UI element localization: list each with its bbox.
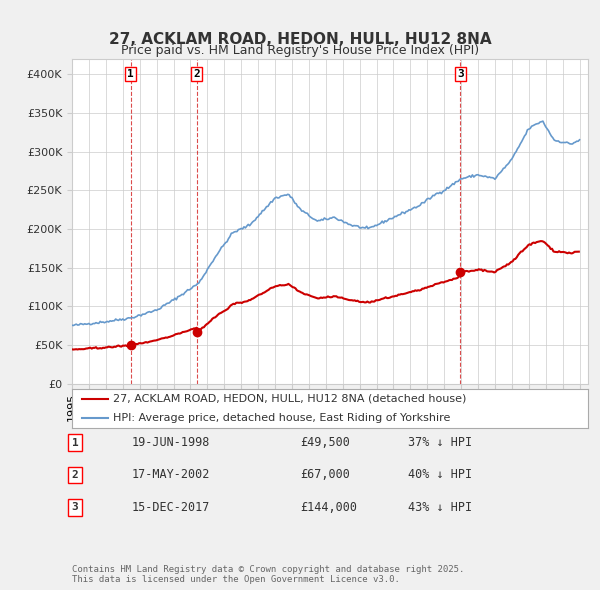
Text: 2: 2	[193, 69, 200, 78]
Text: £144,000: £144,000	[300, 501, 357, 514]
Text: Contains HM Land Registry data © Crown copyright and database right 2025.
This d: Contains HM Land Registry data © Crown c…	[72, 565, 464, 584]
Text: 2: 2	[71, 470, 79, 480]
Text: 43% ↓ HPI: 43% ↓ HPI	[408, 501, 472, 514]
Text: 40% ↓ HPI: 40% ↓ HPI	[408, 468, 472, 481]
Text: 37% ↓ HPI: 37% ↓ HPI	[408, 436, 472, 449]
Text: 17-MAY-2002: 17-MAY-2002	[132, 468, 211, 481]
Text: Price paid vs. HM Land Registry's House Price Index (HPI): Price paid vs. HM Land Registry's House …	[121, 44, 479, 57]
Text: 27, ACKLAM ROAD, HEDON, HULL, HU12 8NA: 27, ACKLAM ROAD, HEDON, HULL, HU12 8NA	[109, 32, 491, 47]
Text: 15-DEC-2017: 15-DEC-2017	[132, 501, 211, 514]
Text: £49,500: £49,500	[300, 436, 350, 449]
Text: 27, ACKLAM ROAD, HEDON, HULL, HU12 8NA (detached house): 27, ACKLAM ROAD, HEDON, HULL, HU12 8NA (…	[113, 394, 467, 404]
Text: HPI: Average price, detached house, East Riding of Yorkshire: HPI: Average price, detached house, East…	[113, 413, 451, 423]
Text: £67,000: £67,000	[300, 468, 350, 481]
Text: 19-JUN-1998: 19-JUN-1998	[132, 436, 211, 449]
Text: 1: 1	[127, 69, 134, 78]
Text: 1: 1	[71, 438, 79, 447]
Text: 3: 3	[71, 503, 79, 512]
Text: 3: 3	[457, 69, 464, 78]
